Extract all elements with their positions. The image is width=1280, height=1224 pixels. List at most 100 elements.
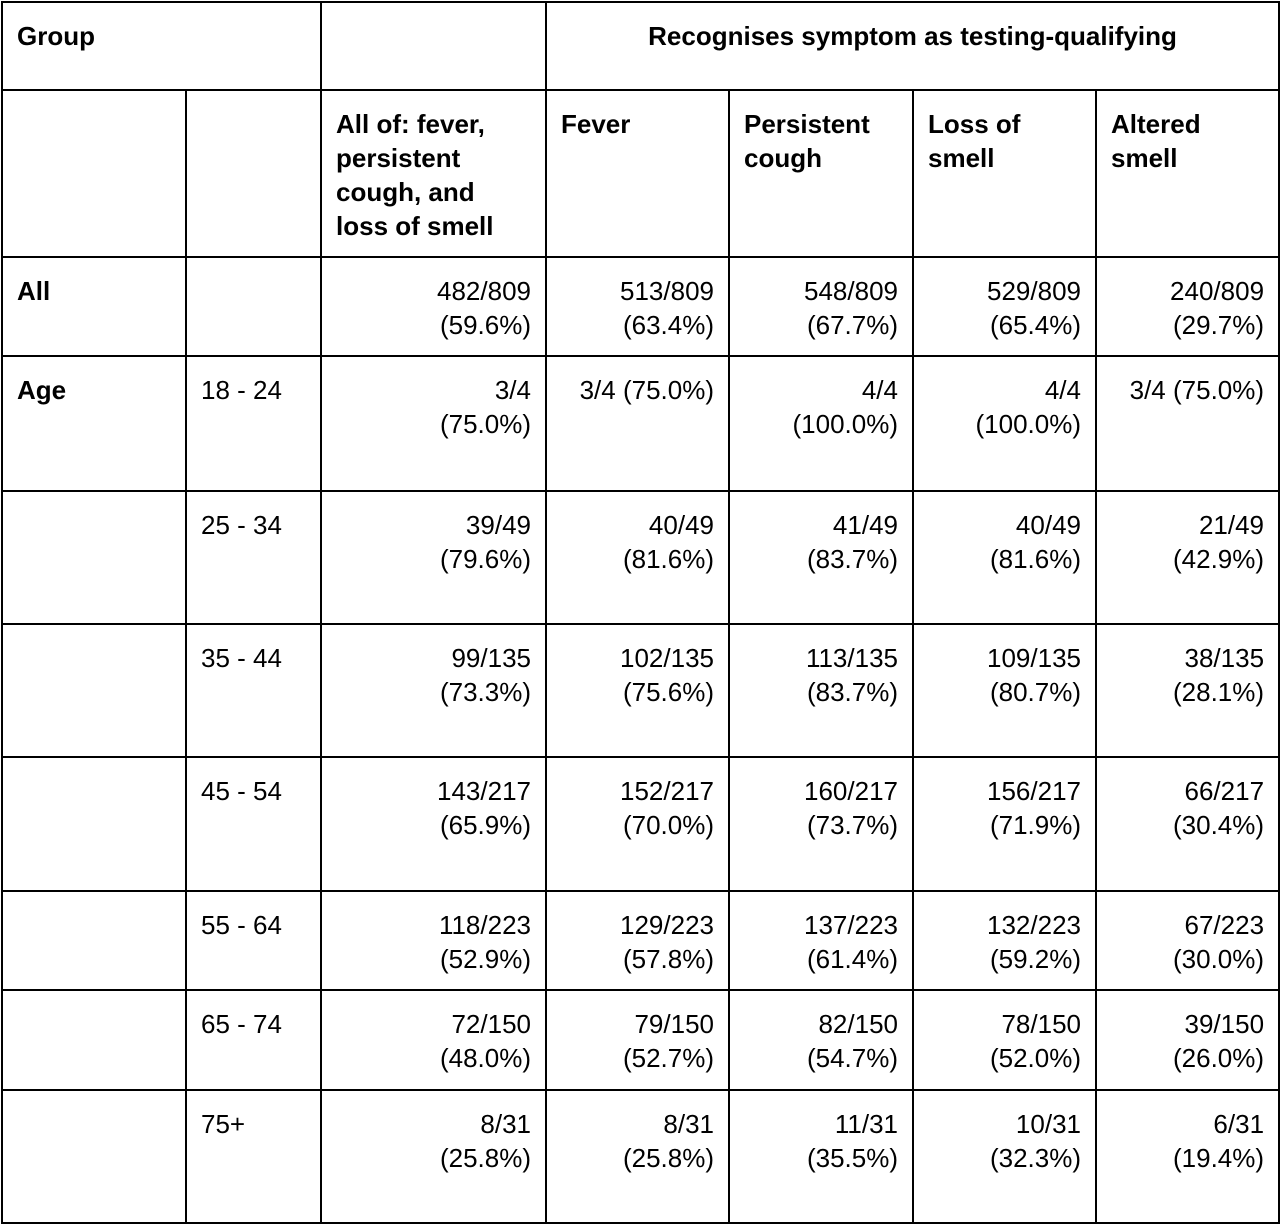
cell-line: (67.7%) bbox=[806, 310, 898, 340]
cell-loss-of-smell: 78/150 (52.0%) bbox=[912, 989, 1097, 1091]
cell-line: (26.0%) bbox=[1172, 1043, 1265, 1073]
cell-line: (73.3%) bbox=[439, 677, 531, 707]
header-row-2: All of: fever, persistent cough, and los… bbox=[1, 89, 1280, 258]
cell-line: (83.7%) bbox=[806, 544, 898, 574]
cell-persistent-cough: 160/217 (73.7%) bbox=[728, 756, 914, 892]
cell-altered-smell: 66/217 (30.4%) bbox=[1094, 756, 1280, 892]
col-header-altered-smell: Altered smell bbox=[1094, 89, 1280, 258]
header-span-title: Recognises symptom as testing-qualifying bbox=[544, 1, 1280, 91]
cell-persistent-cough: 137/223 (61.4%) bbox=[728, 890, 914, 991]
cell-line: 548/809 bbox=[804, 276, 898, 306]
cell-altered-smell: 67/223 (30.0%) bbox=[1094, 890, 1280, 991]
cell-line: 160/217 bbox=[804, 776, 898, 806]
cell-line: 21/49 bbox=[1198, 510, 1265, 540]
cell-persistent-cough: 11/31 (35.5%) bbox=[728, 1089, 914, 1224]
cell-fever: 102/135 (75.6%) bbox=[545, 623, 730, 758]
cell-loss-of-smell: 40/49 (81.6%) bbox=[912, 490, 1097, 625]
row-group-label bbox=[1, 490, 187, 625]
cell-line: (52.9%) bbox=[439, 944, 531, 974]
cell-all-of: 3/4 (75.0%) bbox=[320, 355, 547, 492]
col-header-persistent-cough: Persistent cough bbox=[728, 89, 914, 258]
cell-line: 240/809 bbox=[1170, 276, 1265, 306]
cell-altered-smell: 38/135 (28.1%) bbox=[1094, 623, 1280, 758]
cell-altered-smell: 39/150 (26.0%) bbox=[1094, 989, 1280, 1091]
cell-line: 67/223 bbox=[1184, 910, 1265, 940]
cell-line: (100.0%) bbox=[975, 409, 1082, 439]
table-row: 65 - 74 72/150 (48.0%) 79/150 (52.7%) 82/150 (… bbox=[1, 989, 1280, 1091]
cell-line: (32.3%) bbox=[989, 1143, 1081, 1173]
row-group-label: Age bbox=[1, 355, 187, 492]
cell-all-of: 39/49 (79.6%) bbox=[320, 490, 547, 625]
cell-line: 6/31 bbox=[1213, 1109, 1265, 1139]
cell-line: (100.0%) bbox=[792, 409, 899, 439]
row-sub-label bbox=[185, 256, 322, 357]
cell-line: (54.7%) bbox=[806, 1043, 898, 1073]
header-empty-sub bbox=[185, 89, 322, 258]
cell-line: 137/223 bbox=[804, 910, 898, 940]
header-empty bbox=[320, 1, 547, 91]
cell-all-of: 118/223 (52.9%) bbox=[320, 890, 547, 991]
cell-persistent-cough: 4/4 (100.0%) bbox=[728, 355, 914, 492]
col-header-loss-of-smell: Loss of smell bbox=[912, 89, 1097, 258]
cell-loss-of-smell: 4/4 (100.0%) bbox=[912, 355, 1097, 492]
cell-line: 72/150 bbox=[451, 1009, 531, 1039]
cell-line: 132/223 bbox=[987, 910, 1081, 940]
cell-altered-smell: 3/4 (75.0%) bbox=[1094, 355, 1280, 492]
cell-line: 3/4 (75.0%) bbox=[1129, 375, 1265, 405]
cell-line: 78/150 bbox=[1001, 1009, 1081, 1039]
cell-line: 99/135 bbox=[451, 643, 531, 673]
row-group-label bbox=[1, 623, 187, 758]
cell-line: 3/4 (75.0%) bbox=[579, 375, 714, 405]
cell-line: (48.0%) bbox=[439, 1043, 531, 1073]
cell-line: 482/809 bbox=[437, 276, 531, 306]
cell-fever: 79/150 (52.7%) bbox=[545, 989, 730, 1091]
cell-line: (28.1%) bbox=[1172, 677, 1265, 707]
cell-line: (59.6%) bbox=[439, 310, 531, 340]
cell-altered-smell: 6/31 (19.4%) bbox=[1094, 1089, 1280, 1224]
cell-fever: 3/4 (75.0%) bbox=[545, 355, 730, 492]
col-header-fever: Fever bbox=[545, 89, 730, 258]
cell-fever: 40/49 (81.6%) bbox=[545, 490, 730, 625]
cell-all-of: 99/135 (73.3%) bbox=[320, 623, 547, 758]
cell-persistent-cough: 548/809 (67.7%) bbox=[728, 256, 914, 357]
cell-line: (73.7%) bbox=[806, 810, 898, 840]
cell-all-of: 143/217 (65.9%) bbox=[320, 756, 547, 892]
cell-line: (61.4%) bbox=[806, 944, 898, 974]
cell-line: (30.0%) bbox=[1172, 944, 1265, 974]
table-row: 55 - 64 118/223 (52.9%) 129/223 (57.8%) 137/2… bbox=[1, 890, 1280, 991]
cell-fever: 152/217 (70.0%) bbox=[545, 756, 730, 892]
cell-persistent-cough: 113/135 (83.7%) bbox=[728, 623, 914, 758]
header-group: Group bbox=[1, 1, 322, 91]
cell-line: 39/150 bbox=[1184, 1009, 1265, 1039]
table-row: 75+ 8/31 (25.8%) 8/31 (25.8%) 11/31 (35.5%) 10/… bbox=[1, 1089, 1280, 1224]
cell-line: (70.0%) bbox=[622, 810, 714, 840]
cell-line: (35.5%) bbox=[806, 1143, 898, 1173]
cell-line: (25.8%) bbox=[439, 1143, 531, 1173]
table-row: 35 - 44 99/135 (73.3%) 102/135 (75.6%) 113/13… bbox=[1, 623, 1280, 758]
cell-line: 529/809 bbox=[987, 276, 1081, 306]
row-group-label bbox=[1, 989, 187, 1091]
cell-loss-of-smell: 132/223 (59.2%) bbox=[912, 890, 1097, 991]
cell-line: 41/49 bbox=[832, 510, 898, 540]
cell-line: 40/49 bbox=[648, 510, 714, 540]
cell-all-of: 8/31 (25.8%) bbox=[320, 1089, 547, 1224]
cell-line: 66/217 bbox=[1184, 776, 1265, 806]
table-row: All 482/809 (59.6%) 513/809 (63.4%) 548/809 (6… bbox=[1, 256, 1280, 357]
cell-line: (42.9%) bbox=[1172, 544, 1265, 574]
cell-line: 4/4 bbox=[861, 375, 898, 405]
cell-line: (30.4%) bbox=[1172, 810, 1265, 840]
cell-line: 513/809 bbox=[620, 276, 714, 306]
row-group-label bbox=[1, 756, 187, 892]
table-row: Age 18 - 24 3/4 (75.0%) 3/4 (75.0%) 4/4 (100.0… bbox=[1, 355, 1280, 492]
cell-line: (29.7%) bbox=[1172, 310, 1265, 340]
cell-loss-of-smell: 109/135 (80.7%) bbox=[912, 623, 1097, 758]
cell-line: 143/217 bbox=[437, 776, 531, 806]
row-sub-label: 65 - 74 bbox=[185, 989, 322, 1091]
row-group-label bbox=[1, 890, 187, 991]
cell-line: (19.4%) bbox=[1172, 1143, 1265, 1173]
cell-line: 11/31 bbox=[834, 1109, 898, 1139]
cell-all-of: 482/809 (59.6%) bbox=[320, 256, 547, 357]
row-sub-label: 45 - 54 bbox=[185, 756, 322, 892]
cell-line: (81.6%) bbox=[989, 544, 1081, 574]
